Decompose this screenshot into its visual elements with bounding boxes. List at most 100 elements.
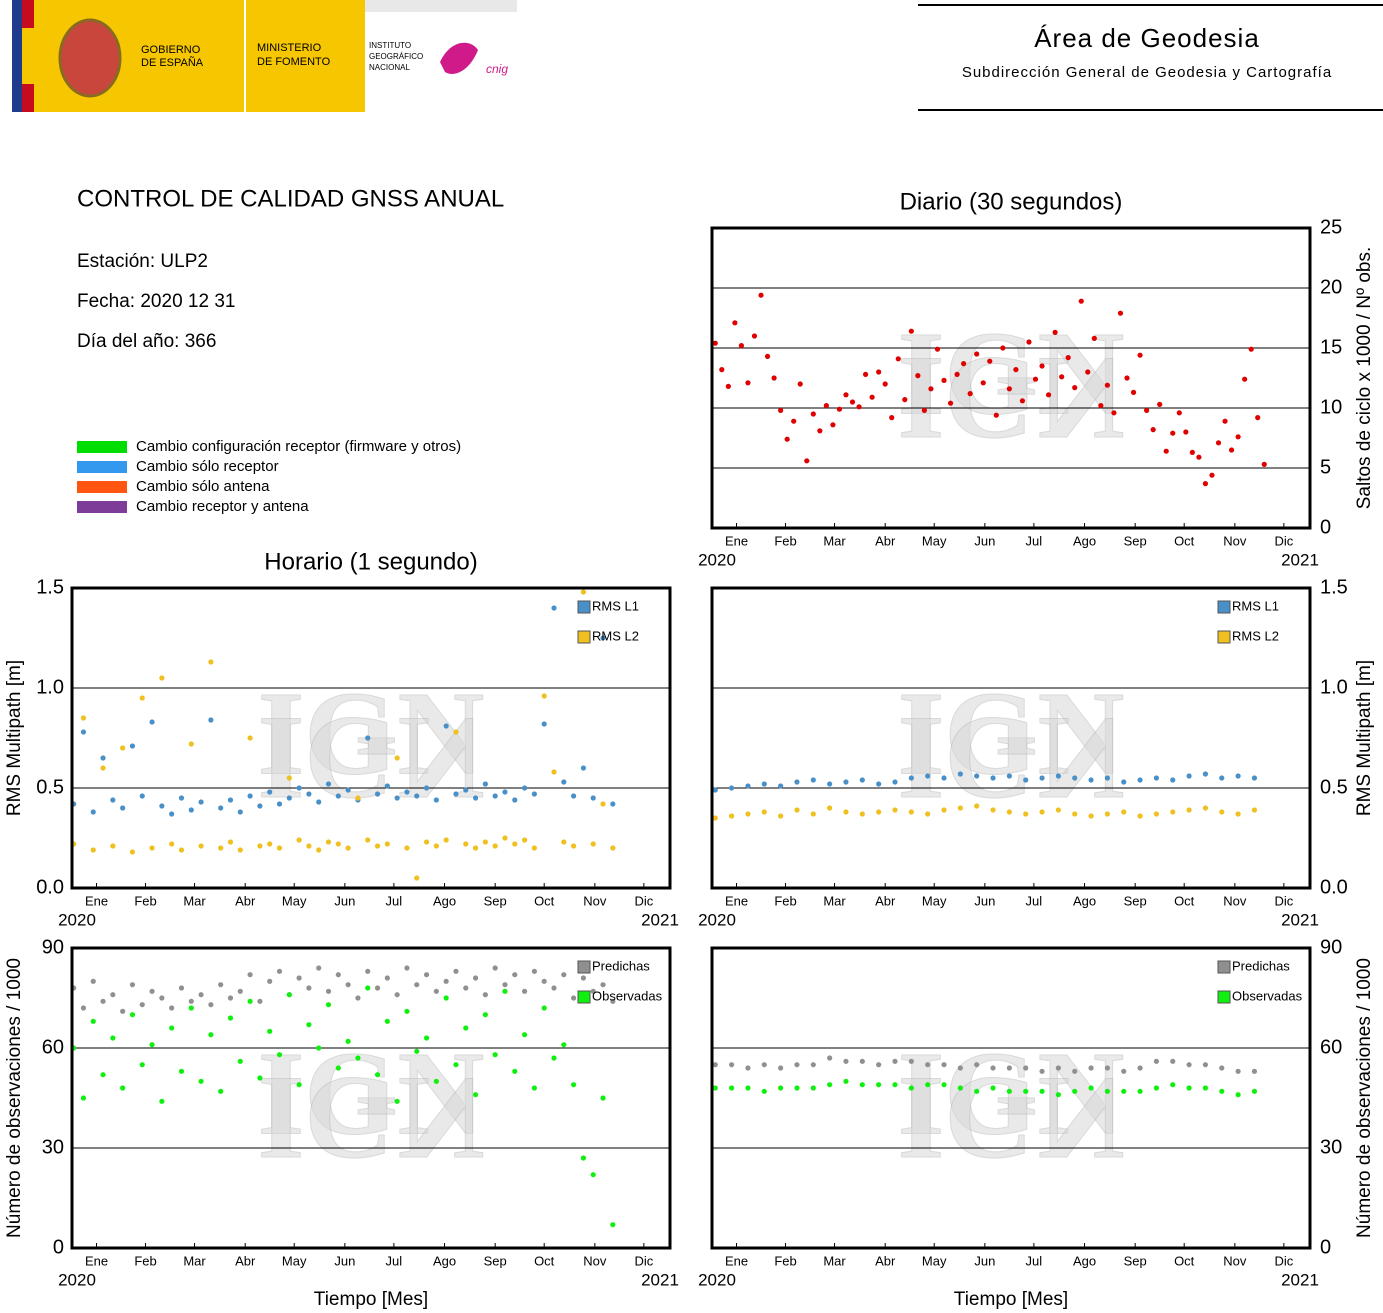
x-tick-label: Mar [823, 893, 846, 908]
data-point [892, 1082, 898, 1088]
data-point [1219, 775, 1225, 781]
plot-area [712, 948, 1310, 1248]
data-point [247, 735, 253, 741]
data-point [712, 787, 718, 793]
data-point [1072, 811, 1078, 817]
data-point [1032, 376, 1039, 382]
data-point [139, 695, 145, 701]
data-point [947, 400, 954, 406]
x-tick-label: Nov [1223, 893, 1247, 908]
data-point [365, 985, 371, 991]
data-point [1170, 430, 1176, 436]
data-point [859, 811, 865, 817]
x-tick-label: Jun [974, 533, 995, 548]
data-point [110, 1035, 116, 1041]
data-point [1088, 813, 1094, 819]
x-tick-label: Ago [433, 893, 456, 908]
data-point [120, 805, 126, 811]
data-point [208, 1002, 214, 1008]
data-point [778, 407, 784, 413]
data-point [541, 978, 547, 984]
x-tick-label: Mar [183, 1253, 206, 1268]
data-point [198, 799, 204, 805]
data-point [1163, 448, 1169, 454]
data-point [1251, 1068, 1258, 1074]
data-point [921, 407, 928, 413]
data-point [453, 968, 459, 974]
x-tick-label: Jul [386, 1253, 403, 1268]
data-point [892, 779, 898, 785]
data-point [1222, 418, 1228, 424]
data-point [512, 1068, 518, 1074]
y-tick-label: 25 [1320, 216, 1342, 238]
x-tick-label: Feb [134, 1253, 156, 1268]
data-point [810, 1085, 816, 1091]
data-point [306, 1022, 312, 1028]
plot-area [72, 588, 670, 888]
data-point [404, 965, 410, 971]
data-point [237, 809, 243, 815]
data-point [957, 805, 963, 811]
data-point [1065, 355, 1071, 361]
data-point [784, 436, 790, 442]
data-point [876, 781, 882, 787]
data-point [394, 1098, 400, 1104]
data-point [810, 411, 816, 417]
data-point [286, 992, 292, 998]
x-tick-label: Ago [433, 1253, 456, 1268]
x-tick-label: Dic [1274, 1253, 1293, 1268]
data-point [296, 785, 302, 791]
data-point [600, 982, 606, 988]
data-point [374, 791, 381, 797]
data-point [590, 795, 596, 801]
data-point [433, 1078, 439, 1084]
x-tick-label: Jul [386, 893, 403, 908]
x-tick-label: Abr [235, 893, 256, 908]
data-point [139, 1002, 145, 1008]
y-tick-label: 10 [1320, 396, 1342, 418]
data-point [188, 741, 194, 747]
data-point [335, 793, 341, 799]
x-range-label: 2021 [641, 910, 679, 929]
data-point [218, 845, 224, 851]
data-point [1072, 385, 1078, 391]
y-tick-label: 1.0 [1320, 676, 1348, 698]
data-point [296, 975, 302, 981]
data-point [889, 415, 895, 421]
data-point [764, 353, 771, 359]
x-tick-label: Abr [235, 1253, 256, 1268]
data-point [345, 787, 351, 793]
data-point [1104, 811, 1110, 817]
data-point [761, 1062, 767, 1068]
data-point [836, 406, 843, 412]
data-point [178, 847, 185, 853]
x-range-label: 2020 [698, 910, 736, 929]
data-point [729, 813, 735, 819]
watermark: IGN [898, 1052, 1125, 1185]
y-axis-label: RMS Multipath [m] [4, 660, 25, 816]
x-tick-label: Ene [85, 893, 108, 908]
data-point [443, 837, 449, 843]
data-point [276, 968, 283, 974]
x-tick-label: Sep [484, 893, 507, 908]
y-tick-label: 30 [42, 1136, 64, 1158]
data-point [1209, 472, 1215, 478]
data-point [541, 1005, 547, 1011]
data-point [1170, 777, 1176, 783]
date: Fecha: 2020 12 31 [77, 291, 235, 312]
data-point [110, 992, 116, 998]
data-point [1088, 1065, 1094, 1071]
data-point [512, 841, 518, 847]
x-tick-label: May [922, 1253, 947, 1268]
x-tick-label: Oct [534, 893, 555, 908]
data-point [794, 807, 800, 813]
data-point [941, 807, 947, 813]
data-point [482, 839, 488, 845]
data-point [1235, 773, 1241, 779]
data-point [580, 975, 587, 981]
data-point [394, 795, 400, 801]
y-tick-label: 60 [1320, 1036, 1342, 1058]
data-point [600, 1095, 606, 1101]
data-point [1202, 481, 1209, 487]
y-tick-label: 1.0 [36, 676, 64, 698]
